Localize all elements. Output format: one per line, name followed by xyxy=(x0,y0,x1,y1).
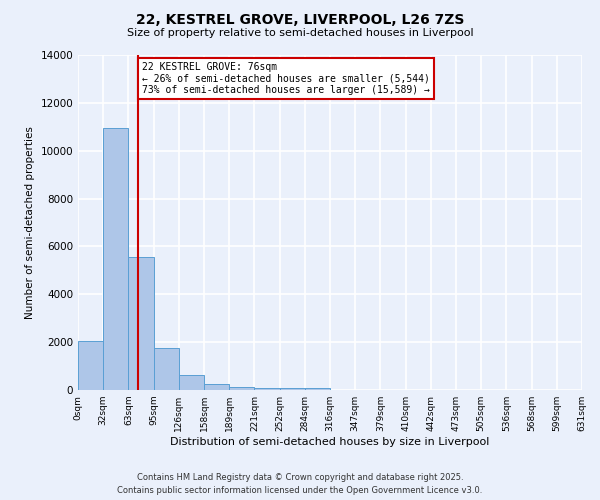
Bar xyxy=(229,386,254,390)
Bar xyxy=(254,388,280,390)
Bar xyxy=(103,128,128,390)
Text: Contains HM Land Registry data © Crown copyright and database right 2025.
Contai: Contains HM Land Registry data © Crown c… xyxy=(118,474,482,495)
Bar xyxy=(179,375,204,390)
Text: 22 KESTREL GROVE: 76sqm
← 26% of semi-detached houses are smaller (5,544)
73% of: 22 KESTREL GROVE: 76sqm ← 26% of semi-de… xyxy=(142,62,430,96)
Bar xyxy=(204,384,229,390)
Bar xyxy=(78,341,103,390)
Text: Size of property relative to semi-detached houses in Liverpool: Size of property relative to semi-detach… xyxy=(127,28,473,38)
Bar xyxy=(128,257,154,390)
Bar xyxy=(280,388,305,390)
Bar xyxy=(305,388,330,390)
Bar xyxy=(154,348,179,390)
Y-axis label: Number of semi-detached properties: Number of semi-detached properties xyxy=(25,126,35,319)
Text: 22, KESTREL GROVE, LIVERPOOL, L26 7ZS: 22, KESTREL GROVE, LIVERPOOL, L26 7ZS xyxy=(136,12,464,26)
X-axis label: Distribution of semi-detached houses by size in Liverpool: Distribution of semi-detached houses by … xyxy=(170,437,490,447)
